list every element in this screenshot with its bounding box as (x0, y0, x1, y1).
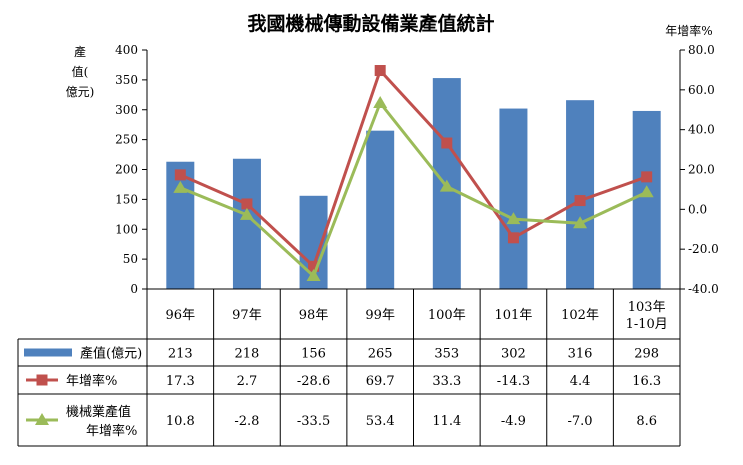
right-axis-tick-label: 40.0 (688, 123, 715, 137)
table-cell-value: 218 (235, 347, 260, 362)
data-point (641, 171, 653, 183)
series-line (179, 69, 648, 268)
left-axis-tick-label: 100 (115, 222, 138, 236)
data-point (374, 65, 386, 77)
table-cell-value: 4.4 (570, 374, 591, 389)
table-cell-value: -2.8 (234, 414, 259, 429)
data-point (439, 179, 454, 192)
bar (166, 161, 195, 289)
data-point (507, 232, 519, 244)
bar (499, 108, 528, 290)
category-label: 101年 (495, 308, 533, 323)
bar (632, 110, 661, 289)
category-label: 100年 (428, 308, 466, 323)
data-point (173, 180, 188, 193)
table-cell-value: 298 (634, 347, 659, 362)
table-cell-value: 17.3 (166, 374, 195, 389)
data-point (241, 198, 253, 210)
left-axis-tick-label: 350 (115, 73, 138, 87)
category-label: 96年 (166, 308, 196, 323)
table-cell-value: 53.4 (366, 414, 395, 429)
series-line (179, 101, 648, 278)
data-point (306, 269, 321, 282)
left-axis-tick-label: 200 (115, 163, 138, 177)
legend-label: 機械業產值年增率% (66, 404, 137, 439)
data-point (373, 95, 388, 108)
data-point (441, 137, 453, 149)
legend-marker (36, 374, 48, 386)
chart-title: 我國機械傳動設備業產值統計 (247, 12, 494, 35)
bar (566, 100, 595, 289)
category-label: 98年 (299, 308, 329, 323)
left-axis-tick-label: 400 (115, 43, 138, 57)
data-point (639, 185, 654, 198)
category-label: 97年 (232, 308, 262, 323)
table-cell-value: -28.6 (297, 374, 330, 389)
left-axis-tick-label: 0 (130, 282, 138, 296)
legend-label: 年增率% (66, 373, 117, 389)
legend-label: 產值(億元) (80, 346, 142, 362)
legend-marker (35, 413, 49, 425)
table-cell-value: 10.8 (166, 414, 195, 429)
data-point (506, 212, 521, 225)
right-axis-label: 年增率% (665, 23, 712, 38)
category-label: 103年 1-10月 (626, 300, 668, 332)
category-label: 99年 (365, 308, 395, 323)
legend-key (24, 348, 72, 357)
bar (366, 130, 395, 289)
table-cell-value: 353 (434, 347, 459, 362)
data-point (573, 216, 588, 229)
left-axis-label: 產值(億元) (66, 44, 95, 99)
table-cell-value: -4.9 (501, 414, 526, 429)
right-axis-tick-label: -40.0 (688, 282, 719, 296)
left-axis-tick-label: 250 (115, 133, 138, 147)
left-axis-tick-label: 150 (115, 192, 138, 206)
table-cell-value: 156 (301, 347, 326, 362)
table-cell-value: 8.6 (636, 414, 657, 429)
table-cell-value: 33.3 (432, 374, 461, 389)
table-cell-value: 316 (568, 347, 593, 362)
right-axis-tick-label: -20.0 (688, 242, 719, 256)
data-point (308, 260, 320, 272)
right-axis-tick-label: 60.0 (688, 83, 715, 97)
left-axis-tick-label: 50 (123, 252, 138, 266)
table-cell-value: -7.0 (568, 414, 593, 429)
table-cell-value: 213 (168, 347, 193, 362)
data-point (239, 207, 254, 220)
table-cell-value: 16.3 (632, 374, 661, 389)
right-axis-tick-label: 80.0 (688, 43, 715, 57)
data-point (574, 195, 586, 207)
data-point (174, 169, 186, 181)
table-cell-value: 11.4 (432, 414, 461, 429)
table-cell-value: -14.3 (497, 374, 530, 389)
table-cell-value: -33.5 (297, 414, 330, 429)
table-cell-value: 69.7 (366, 374, 395, 389)
right-axis-tick-label: 20.0 (688, 163, 715, 177)
table-cell-value: 2.7 (237, 374, 258, 389)
table-cell-value: 302 (501, 347, 526, 362)
right-axis-tick-label: 0.0 (688, 202, 707, 216)
category-label: 102年 (561, 308, 599, 323)
table-cell-value: 265 (368, 347, 393, 362)
left-axis-tick-label: 300 (115, 103, 138, 117)
